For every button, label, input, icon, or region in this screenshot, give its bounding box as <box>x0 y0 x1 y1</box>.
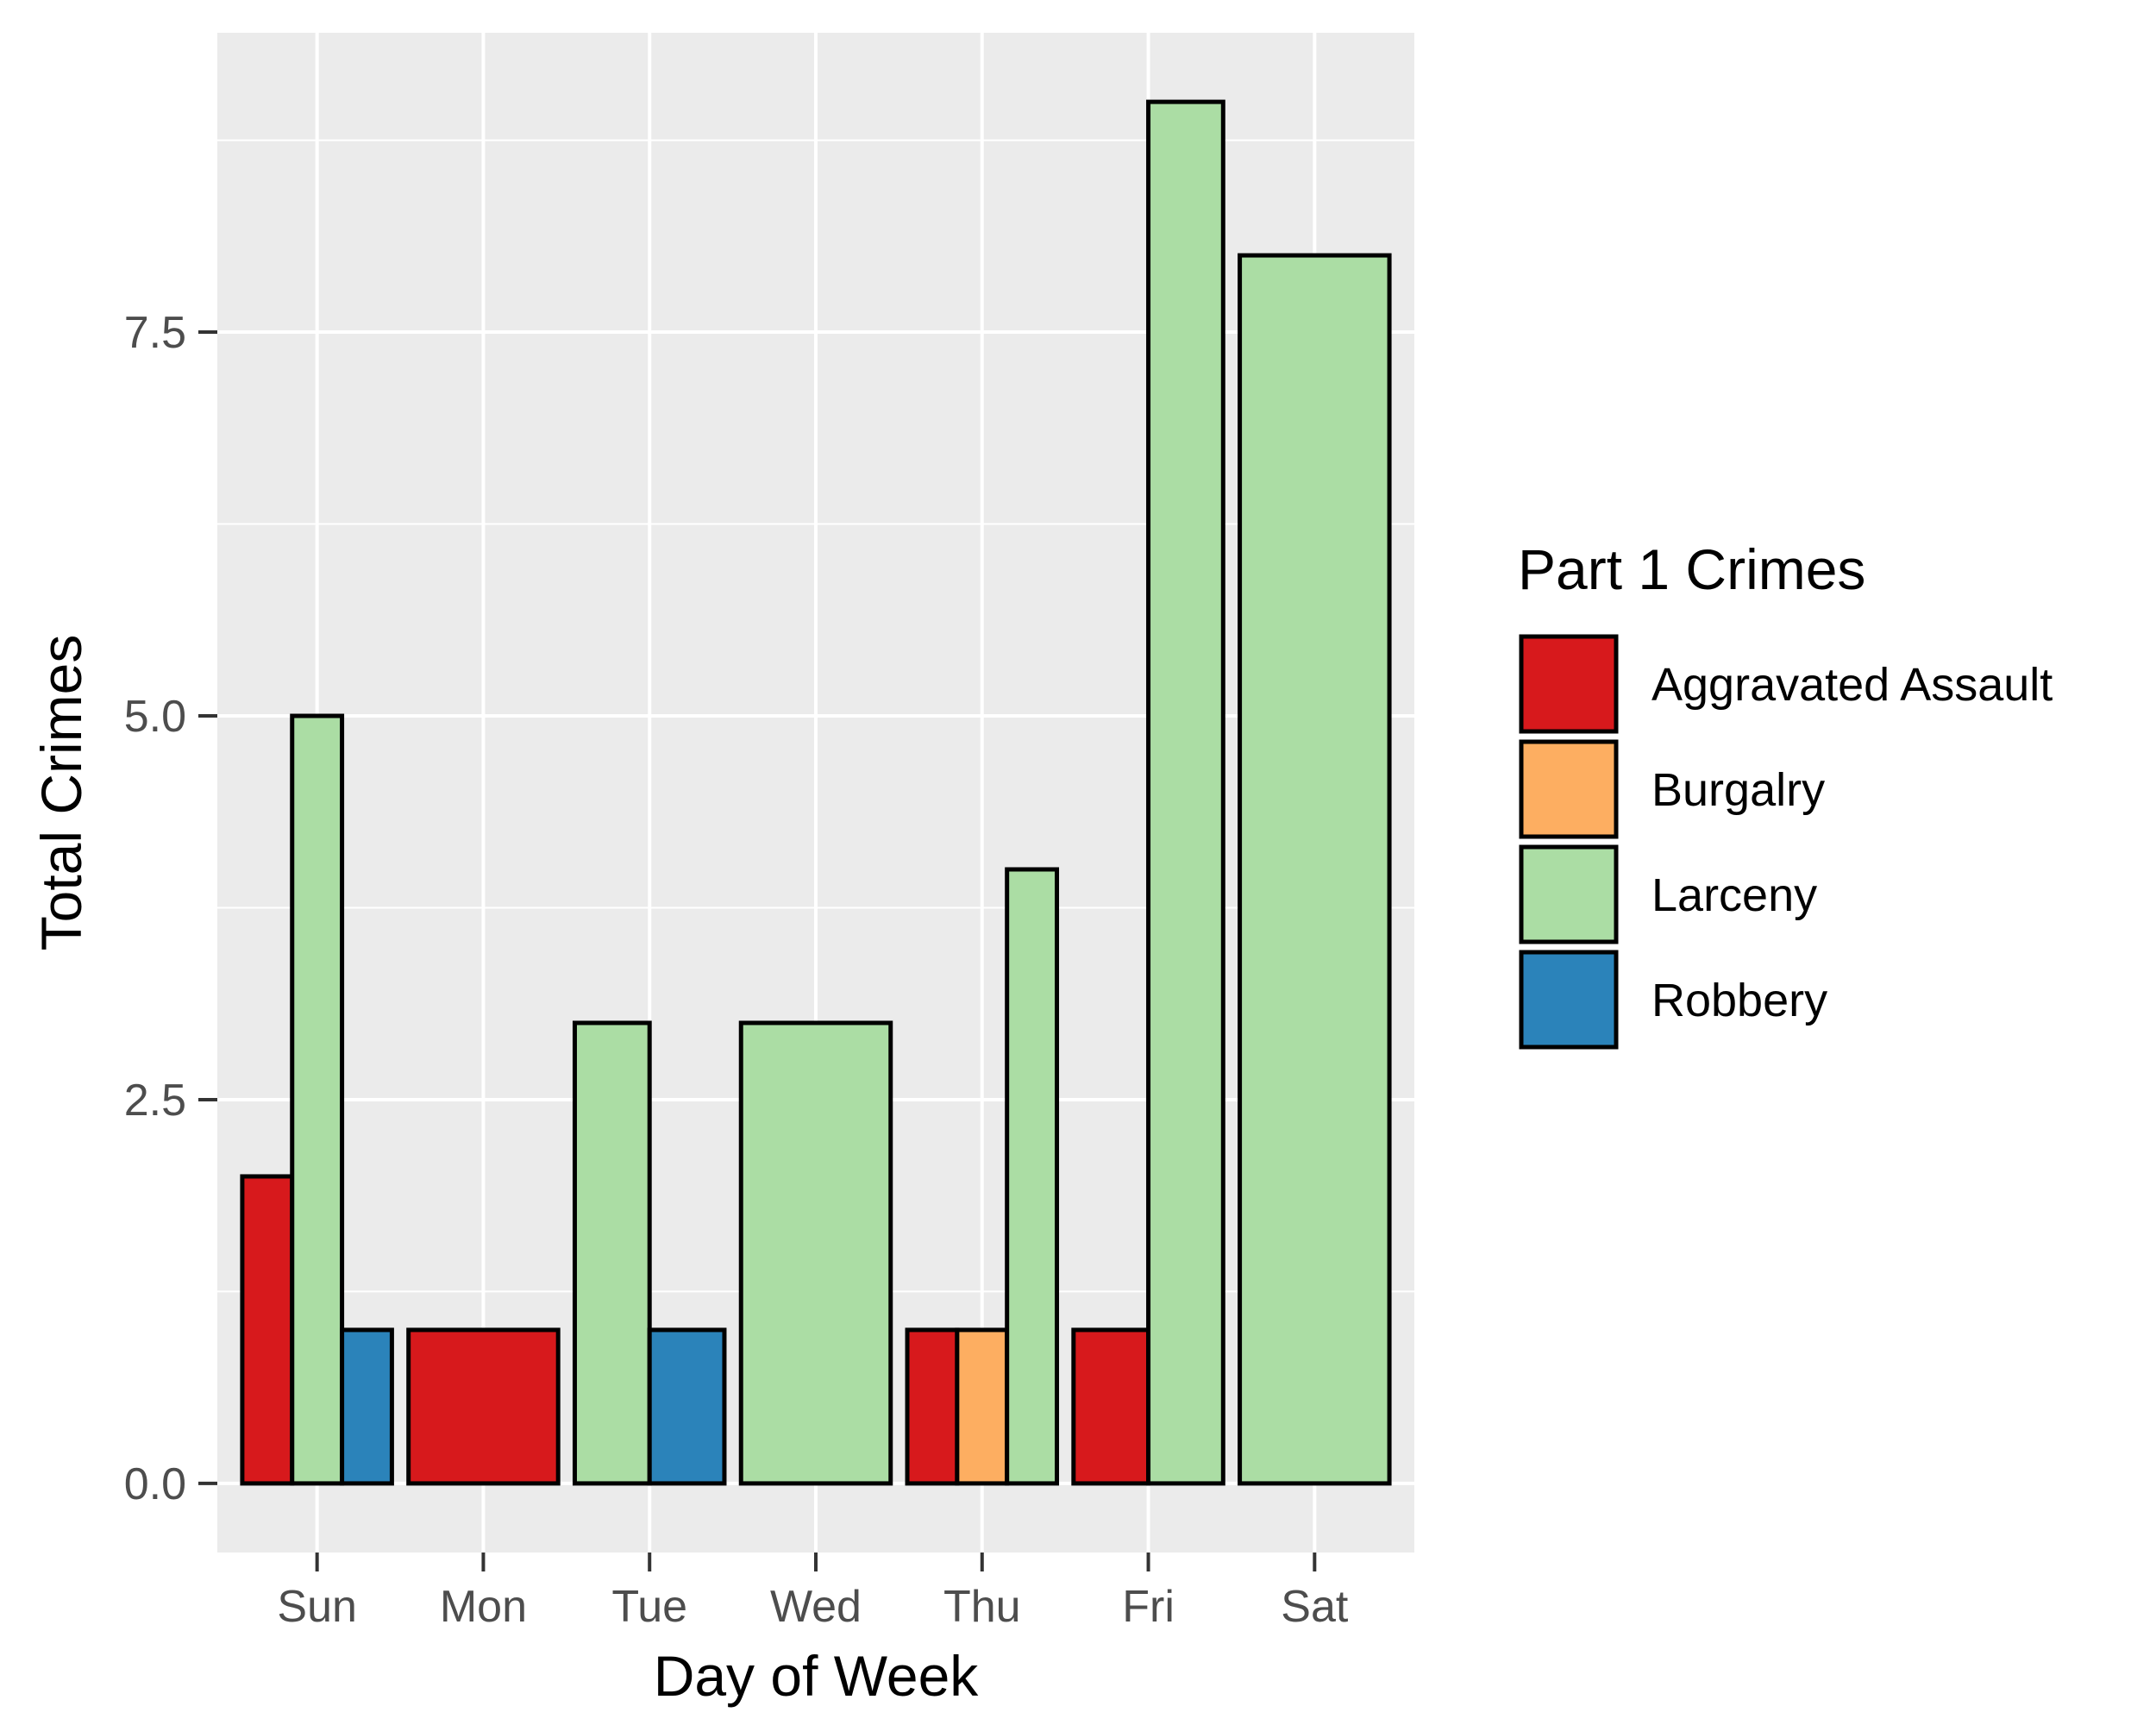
bar-mon-aggravated-assault <box>406 1327 561 1486</box>
y-axis: 0.0 2.5 5.0 7.5 <box>124 308 217 1509</box>
legend-swatch-burgalry <box>1519 739 1619 839</box>
y-tick-label: 7.5 <box>124 308 186 358</box>
bar-tue-robbery <box>647 1327 727 1486</box>
legend-title: Part 1 Crimes <box>1518 537 1865 601</box>
x-tick-label: Thu <box>943 1582 1021 1632</box>
bar-fri-aggravated-assault <box>1071 1327 1151 1486</box>
bar-wed-larceny <box>738 1020 893 1486</box>
y-tick-label: 5.0 <box>124 692 186 742</box>
y-tick-label: 0.0 <box>124 1459 186 1509</box>
x-tick-label: Sun <box>277 1582 357 1632</box>
legend-swatch-robbery <box>1519 950 1619 1050</box>
bar-thu-burgalry <box>955 1327 1010 1486</box>
bar-sun-robbery <box>340 1327 394 1486</box>
legend-label-larceny: Larceny <box>1651 869 1817 921</box>
y-tick-label: 2.5 <box>124 1076 186 1126</box>
x-tick-label: Tue <box>611 1582 687 1632</box>
bar-sun-aggravated-assault <box>240 1174 295 1486</box>
bar-fri-larceny <box>1146 99 1225 1486</box>
bar-thu-aggravated-assault <box>905 1327 960 1486</box>
legend-label-robbery: Robbery <box>1651 975 1827 1026</box>
legend-swatch-larceny <box>1519 844 1619 944</box>
x-tick-label: Wed <box>770 1582 862 1632</box>
legend-label-burgalry: Burgalry <box>1651 764 1825 816</box>
x-axis: Sun Mon Tue Wed Thu Fri Sat <box>277 1552 1349 1632</box>
x-tick-label: Mon <box>440 1582 527 1632</box>
x-tick-label: Sat <box>1281 1582 1349 1632</box>
bar-sun-larceny <box>290 713 345 1486</box>
x-tick-label: Fri <box>1122 1582 1175 1632</box>
y-axis-title: Total Crimes <box>29 635 93 951</box>
bar-sat-larceny <box>1238 253 1392 1486</box>
legend: Part 1 Crimes Aggravated Assault Burgalry… <box>1518 537 2053 1050</box>
bar-tue-larceny <box>572 1020 652 1486</box>
x-axis-title: Day of Week <box>654 1644 980 1708</box>
legend-swatch-aggravated-assault <box>1519 634 1619 734</box>
legend-label-aggravated-assault: Aggravated Assault <box>1651 659 2053 711</box>
bar-thu-larceny <box>1005 867 1060 1486</box>
bars-group <box>240 99 1392 1486</box>
